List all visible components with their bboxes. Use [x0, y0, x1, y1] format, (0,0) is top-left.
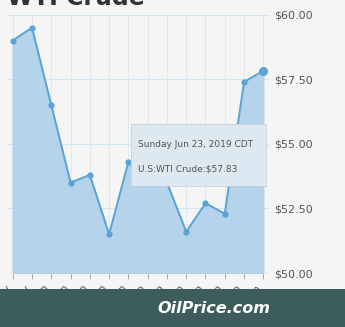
Text: Sunday Jun 23, 2019 CDT: Sunday Jun 23, 2019 CDT	[138, 140, 253, 149]
Text: U.S:WTI Crude:$57.83: U.S:WTI Crude:$57.83	[138, 164, 237, 174]
Text: OilPrice.com: OilPrice.com	[157, 301, 270, 317]
Text: WTI Crude: WTI Crude	[7, 0, 145, 10]
